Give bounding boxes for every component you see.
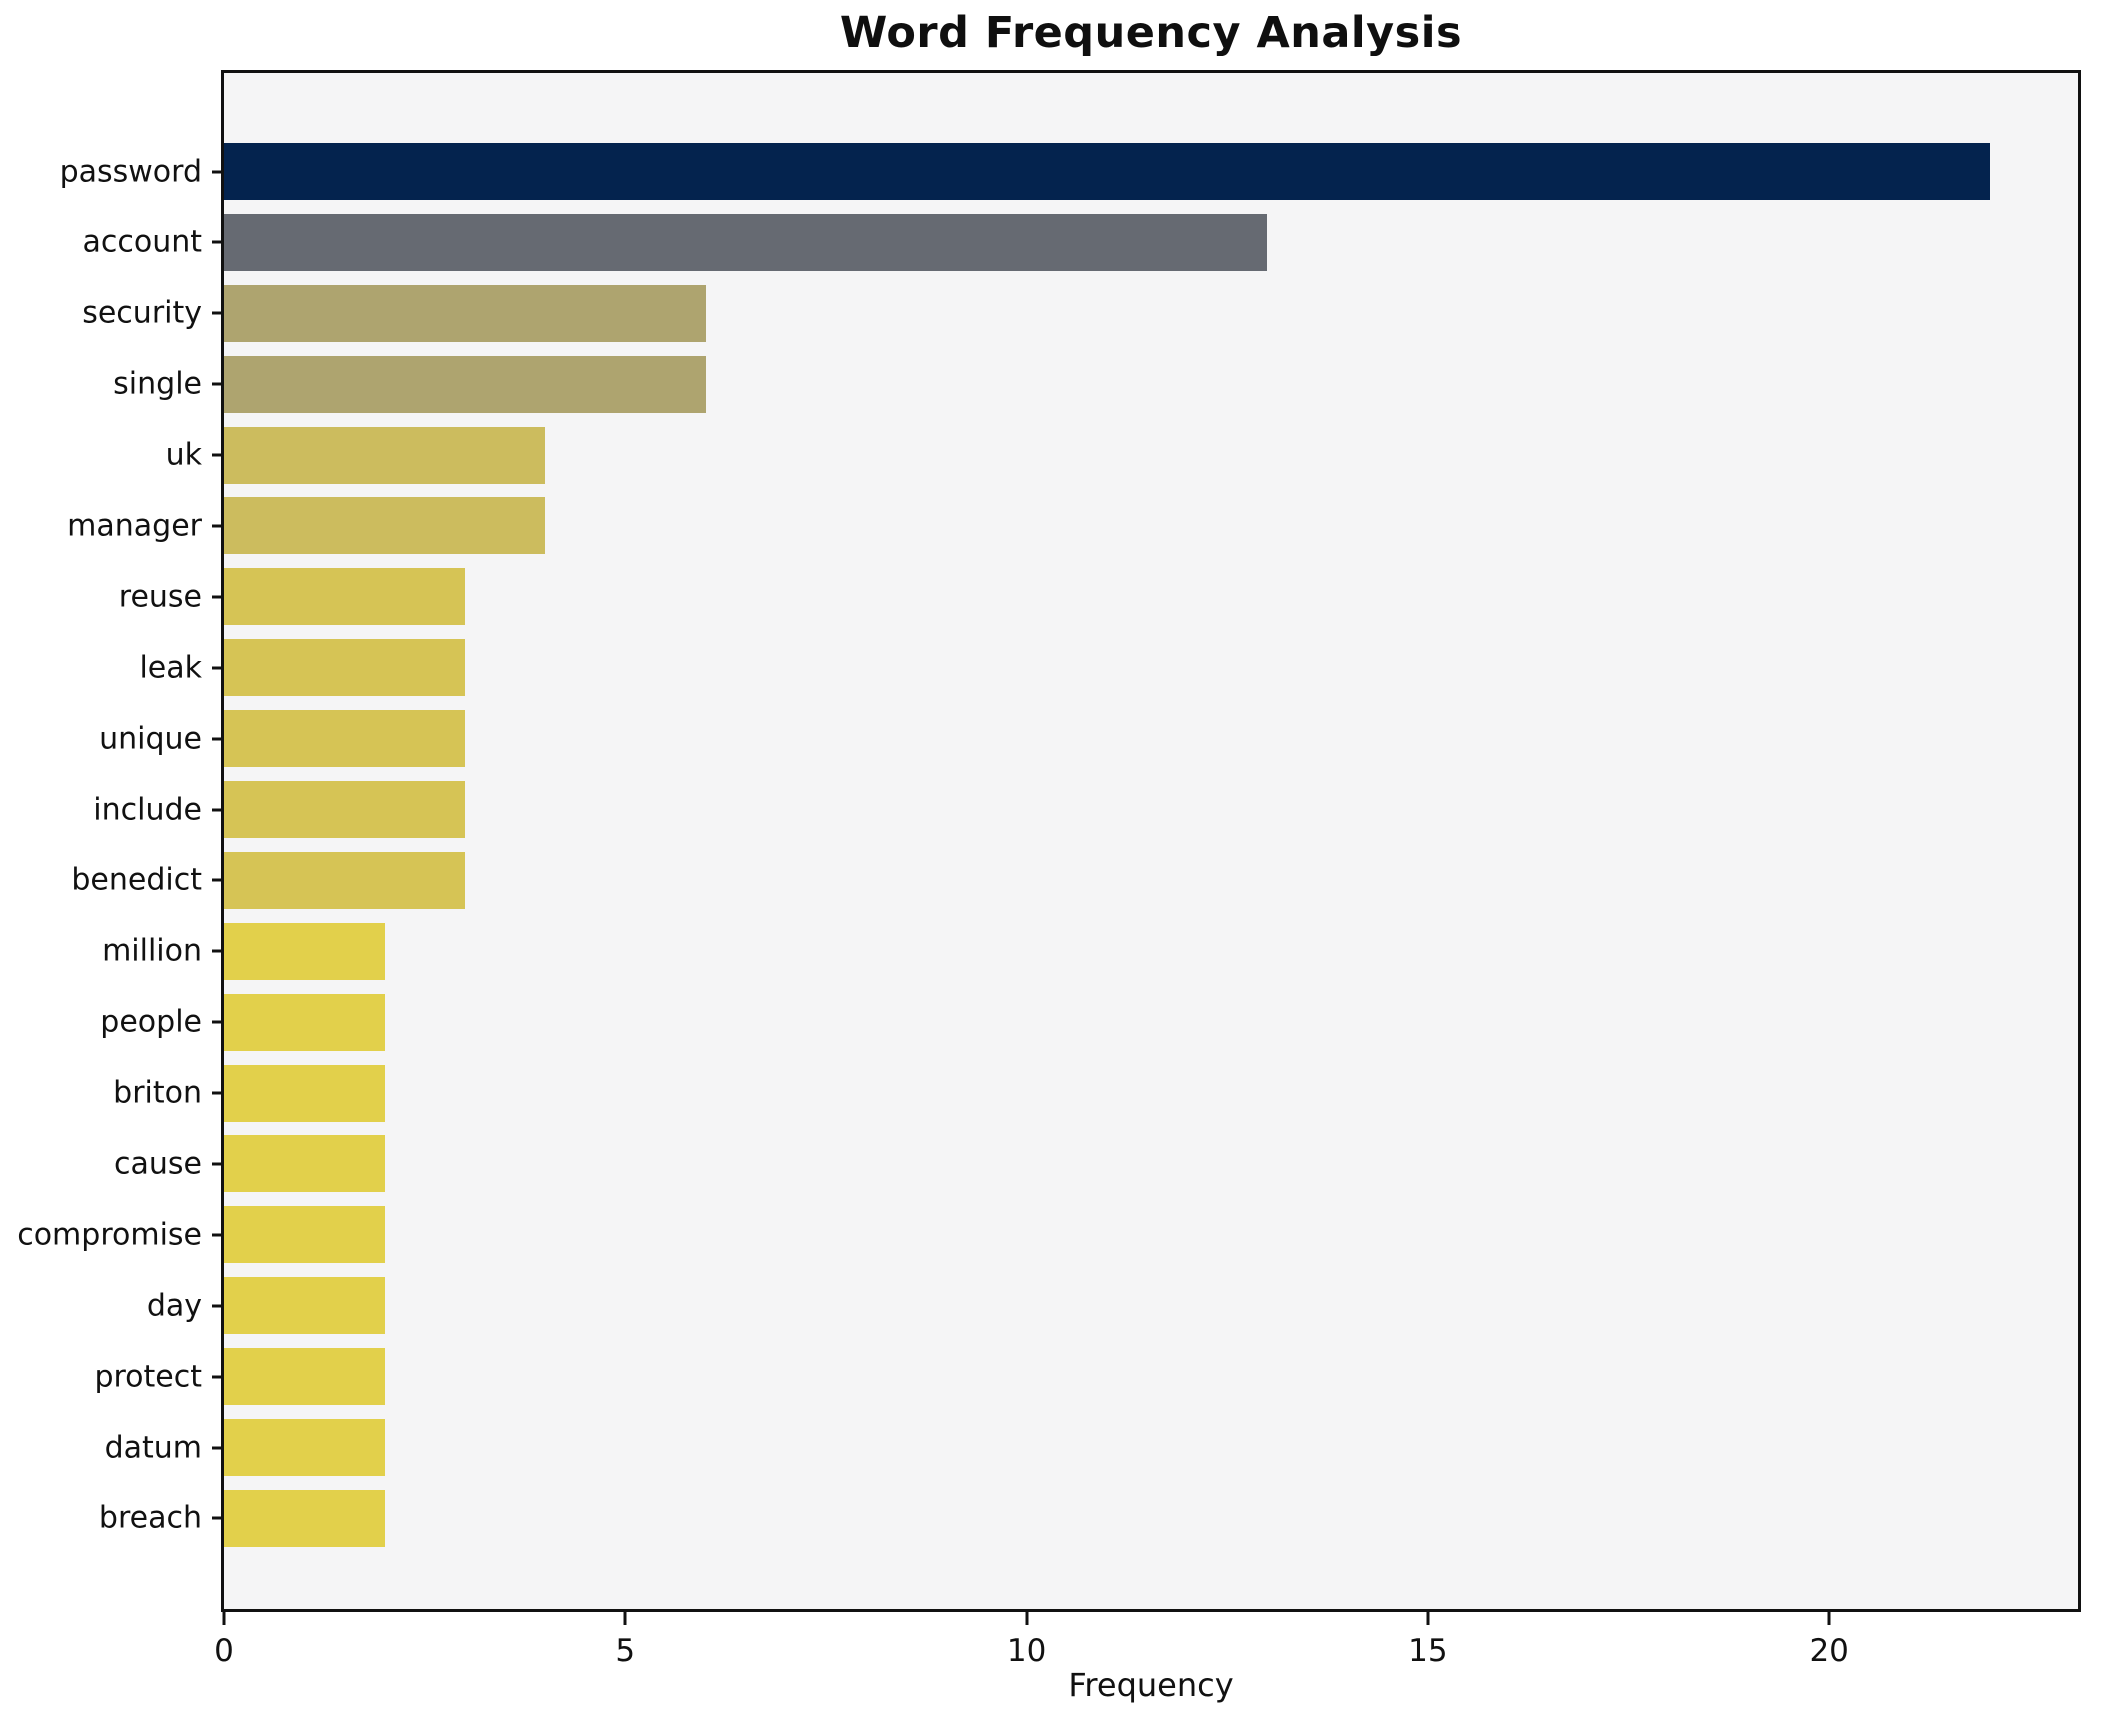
bar-row: single [113, 355, 2078, 413]
x-tick-mark [1426, 1612, 1430, 1625]
y-tick-label: day [146, 1288, 202, 1324]
y-tick-mark [212, 311, 224, 315]
bar-account [224, 213, 1268, 271]
y-tick-mark [212, 949, 224, 953]
y-tick-mark [212, 1091, 224, 1095]
bar-row: password [60, 143, 2078, 200]
y-tick-mark [212, 1020, 224, 1024]
y-tick-label: account [82, 224, 202, 260]
y-tick-mark [212, 1162, 224, 1166]
y-tick-mark [212, 808, 224, 812]
bar-briton [224, 1064, 385, 1122]
y-tick-label: breach [98, 1500, 202, 1536]
x-tick-mark [1827, 1612, 1831, 1625]
bar-row: benedict [71, 851, 2078, 909]
y-tick-mark [212, 1516, 224, 1520]
x-axis-label: Frequency [1068, 1666, 1234, 1704]
y-tick-mark [212, 878, 224, 882]
bar-row: uk [166, 426, 2078, 484]
y-tick-mark [212, 1375, 224, 1379]
x-tick-mark [623, 1612, 627, 1625]
y-tick-mark [212, 737, 224, 741]
y-tick-label: leak [139, 650, 202, 686]
bar-row: people [100, 993, 2078, 1051]
y-tick-label: people [100, 1004, 202, 1040]
y-tick-label: protect [94, 1359, 202, 1395]
y-tick-label: manager [67, 508, 202, 544]
bar-row: compromise [17, 1206, 2078, 1264]
bar-row: protect [94, 1348, 2078, 1406]
y-tick-label: benedict [71, 862, 202, 898]
bar-include [224, 781, 465, 839]
y-tick-label: uk [165, 437, 202, 473]
bar-row: reuse [119, 568, 2078, 626]
y-tick-mark [212, 1304, 224, 1308]
y-tick-label: include [93, 792, 202, 828]
bars-container: password account security single uk manager re… [17, 73, 2078, 1609]
bar-row: leak [139, 639, 2078, 697]
y-tick-mark [212, 453, 224, 457]
y-tick-mark [212, 1446, 224, 1450]
y-tick-mark [212, 524, 224, 528]
y-tick-mark [212, 1233, 224, 1237]
bar-manager [224, 497, 546, 555]
y-tick-mark [212, 170, 224, 173]
x-tick-label: 0 [214, 1633, 234, 1669]
y-tick-mark [212, 240, 224, 244]
bar-breach [224, 1489, 385, 1547]
bar-row: security [82, 284, 2078, 342]
y-tick-label: million [102, 933, 202, 969]
bar-million [224, 922, 385, 980]
bar-row: manager [67, 497, 2078, 555]
x-tick-label: 20 [1809, 1633, 1849, 1669]
bar-row: account [82, 213, 2078, 271]
bar-row: breach [99, 1489, 2078, 1547]
bar-row: day [147, 1277, 2078, 1335]
y-tick-mark [212, 595, 224, 599]
y-tick-label: cause [114, 1146, 202, 1182]
bar-leak [224, 639, 465, 697]
x-tick-label: 10 [1006, 1633, 1047, 1669]
bar-password [224, 143, 1990, 200]
plot-area: password account security single uk manager re… [17, 70, 2081, 1669]
x-tick-label: 15 [1408, 1633, 1448, 1669]
bar-benedict [224, 851, 465, 909]
y-tick-label: reuse [118, 579, 202, 615]
x-tick-label: 5 [615, 1633, 636, 1669]
y-tick-label: password [59, 154, 202, 189]
bar-datum [224, 1419, 385, 1477]
bar-row: million [102, 922, 2078, 980]
bar-reuse [224, 568, 465, 626]
bar-row: briton [113, 1064, 2078, 1122]
y-tick-label: single [113, 366, 202, 402]
y-tick-label: briton [113, 1075, 202, 1111]
y-tick-label: compromise [17, 1217, 202, 1253]
chart-title: Word Frequency Analysis [839, 8, 1463, 58]
y-tick-label: security [82, 295, 202, 331]
bar-unique [224, 710, 465, 768]
x-tick-mark [222, 1612, 226, 1625]
y-tick-mark [212, 666, 224, 670]
bar-cause [224, 1135, 385, 1193]
x-tick-mark [1025, 1612, 1029, 1625]
bar-compromise [224, 1206, 385, 1264]
bar-row: datum [105, 1419, 2078, 1477]
y-tick-label: unique [99, 721, 202, 757]
bar-row: cause [114, 1135, 2078, 1193]
bar-protect [224, 1348, 385, 1406]
bar-uk [224, 426, 546, 484]
bar-people [224, 993, 385, 1051]
y-tick-mark [212, 382, 224, 386]
bar-row: unique [99, 710, 2078, 768]
bar-security [224, 284, 706, 342]
y-tick-label: datum [104, 1430, 202, 1466]
bar-single [224, 355, 706, 413]
bar-row: include [93, 781, 2078, 839]
bar-day [224, 1277, 385, 1335]
